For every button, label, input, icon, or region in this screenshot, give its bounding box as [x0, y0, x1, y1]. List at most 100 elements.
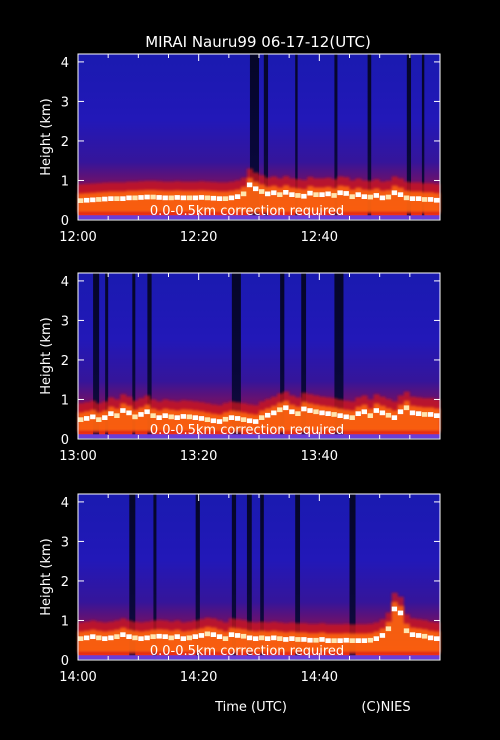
attenuated-column	[295, 494, 301, 660]
cloud-base-mark	[355, 411, 361, 416]
cloud-base-mark	[271, 190, 277, 196]
cloud-base-mark	[156, 633, 162, 639]
cloud-base-mark	[361, 409, 367, 415]
cloud-base-mark	[434, 413, 440, 418]
y-tick-label: 4	[61, 56, 69, 71]
cloud-base-mark	[277, 407, 283, 413]
cloud-base-mark	[240, 417, 247, 422]
cloud-base-mark	[96, 417, 102, 422]
cloud-base-mark	[421, 633, 428, 639]
x-tick-label: 14:40	[301, 670, 338, 685]
cloud-base-mark	[132, 414, 138, 420]
attenuated-column	[295, 54, 298, 220]
credit-label: (C)NIES	[361, 700, 410, 715]
cloud-base-mark	[180, 636, 186, 641]
cloud-base-mark	[409, 632, 416, 637]
cloud-base-mark	[132, 195, 138, 201]
cloud-base-mark	[246, 418, 253, 424]
cloud-base-mark	[96, 635, 102, 641]
x-tick-label: 12:20	[180, 230, 217, 245]
correction-annotation: 0.0-0.5km correction required	[150, 423, 344, 438]
cloud-base-mark	[84, 416, 90, 421]
cloud-base-mark	[114, 634, 120, 639]
cloud-base-mark	[373, 193, 379, 198]
cloud-base-mark	[337, 413, 343, 418]
cloud-base-mark	[295, 637, 301, 642]
cloud-base-mark	[349, 194, 355, 199]
cloud-base-mark	[307, 408, 313, 413]
cloud-base-mark	[253, 636, 259, 641]
cloud-base-mark	[343, 414, 349, 420]
cloud-base-mark	[186, 195, 192, 201]
cloud-base-mark	[240, 633, 247, 639]
cloud-base-mark	[150, 194, 156, 200]
x-tick-label: 13:20	[180, 449, 217, 464]
cloud-base-mark	[289, 192, 295, 197]
cloud-base-mark	[331, 638, 337, 643]
cloud-base-mark	[126, 634, 132, 639]
cloud-base-mark	[162, 634, 168, 639]
cloud-base-mark	[102, 415, 108, 420]
y-tick-label: 1	[61, 614, 69, 629]
cloud-base-mark	[198, 195, 205, 200]
y-tick-label: 2	[61, 135, 69, 150]
cloud-base-mark	[397, 610, 404, 616]
attenuated-column	[263, 54, 269, 220]
x-tick-label: 12:40	[301, 230, 338, 245]
cloud-base-mark	[204, 195, 211, 201]
cloud-base-mark	[78, 198, 84, 203]
cloud-base-mark	[319, 410, 325, 416]
cloud-base-mark	[265, 191, 271, 197]
cloud-base-mark	[120, 196, 126, 201]
cloud-base-mark	[228, 632, 235, 637]
cloud-base-mark	[168, 635, 174, 641]
y-tick-label: 3	[61, 95, 69, 110]
cloud-base-mark	[222, 636, 229, 641]
cloud-base-mark	[325, 191, 331, 197]
cloud-base-mark	[90, 634, 96, 639]
cloud-base-mark	[421, 412, 428, 417]
cloud-base-mark	[259, 415, 265, 420]
attenuated-column	[301, 273, 307, 439]
cloud-base-mark	[373, 636, 379, 641]
cloud-layer	[78, 168, 440, 215]
cloud-base-mark	[114, 413, 120, 418]
attenuated-column	[231, 273, 241, 439]
cloud-base-mark	[379, 410, 386, 416]
cloud-base-mark	[403, 195, 410, 201]
cloud-base-mark	[427, 197, 434, 202]
cloud-base-mark	[313, 192, 319, 197]
cloud-base-mark	[84, 635, 90, 641]
y-tick-label: 4	[61, 275, 69, 290]
cloud-base-mark	[301, 193, 307, 199]
cloud-base-mark	[331, 193, 337, 198]
cloud-base-mark	[283, 190, 289, 195]
cloud-base-mark	[180, 414, 186, 419]
attenuated-column	[195, 494, 200, 660]
cloud-base-mark	[271, 410, 277, 416]
cloud-base-mark	[234, 416, 241, 421]
y-tick-label: 3	[61, 535, 69, 550]
cloud-base-mark	[319, 192, 325, 197]
cloud-base-mark	[222, 416, 229, 422]
attenuated-column	[280, 273, 285, 439]
cloud-base-mark	[240, 191, 247, 197]
cloud-base-mark	[108, 196, 114, 201]
y-tick-label: 3	[61, 314, 69, 329]
cloud-base-mark	[295, 411, 301, 416]
cloud-base-mark	[337, 190, 343, 196]
cloud-base-mark	[253, 419, 259, 424]
figure-title: MIRAI Nauru99 06-17-12(UTC)	[145, 33, 371, 51]
cloud-base-mark	[192, 634, 198, 639]
cloud-base-mark	[415, 411, 422, 416]
cloud-base-mark	[421, 197, 428, 202]
cloud-base-mark	[246, 635, 253, 641]
cloud-base-mark	[138, 412, 144, 417]
cloud-base-mark	[427, 412, 434, 417]
cloud-base-mark	[289, 636, 295, 641]
cloud-base-mark	[301, 637, 307, 642]
cloud-base-mark	[295, 193, 301, 198]
cloud-base-mark	[156, 415, 162, 420]
cloud-base-mark	[427, 635, 434, 641]
attenuated-column	[334, 54, 338, 220]
